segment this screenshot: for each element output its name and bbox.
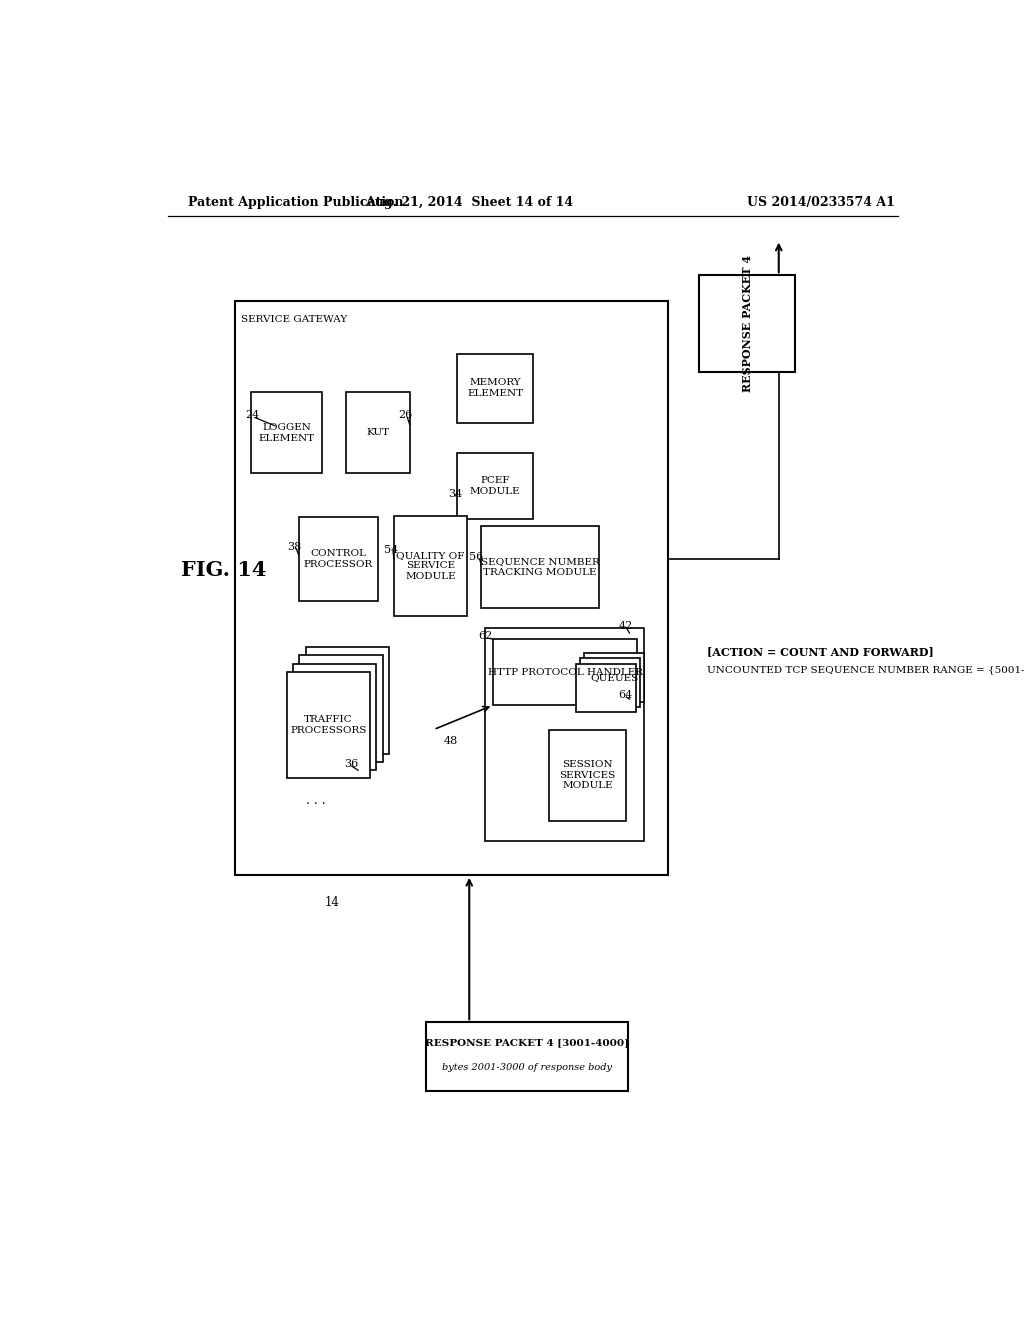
Text: 54: 54 (384, 545, 397, 554)
FancyBboxPatch shape (458, 354, 532, 422)
Text: QUEUES: QUEUES (590, 673, 638, 682)
Text: US 2014/0233574 A1: US 2014/0233574 A1 (748, 195, 895, 209)
Text: [ACTION = COUNT AND FORWARD]: [ACTION = COUNT AND FORWARD] (708, 645, 934, 657)
Text: 14: 14 (325, 896, 340, 909)
FancyBboxPatch shape (494, 639, 638, 705)
Text: 48: 48 (443, 735, 458, 746)
Text: 56: 56 (469, 552, 483, 562)
Text: QUALITY OF
SERVICE
MODULE: QUALITY OF SERVICE MODULE (396, 550, 465, 581)
Text: 64: 64 (618, 690, 633, 700)
FancyBboxPatch shape (699, 276, 795, 372)
Text: 24: 24 (246, 409, 260, 420)
Text: SERVICE GATEWAY: SERVICE GATEWAY (242, 315, 348, 323)
Text: 36: 36 (344, 759, 358, 770)
Text: 34: 34 (447, 488, 462, 499)
Text: 38: 38 (287, 541, 301, 552)
Text: UNCOUNTED TCP SEQUENCE NUMBER RANGE = {5001-11000}: UNCOUNTED TCP SEQUENCE NUMBER RANGE = {5… (708, 665, 1024, 675)
FancyBboxPatch shape (299, 517, 378, 601)
Text: RESPONSE PACKET 4 [3001-4000]: RESPONSE PACKET 4 [3001-4000] (425, 1038, 629, 1047)
FancyBboxPatch shape (236, 301, 668, 875)
Text: TRAFFIC
PROCESSORS: TRAFFIC PROCESSORS (290, 715, 367, 735)
Text: bytes 2001-3000 of response body: bytes 2001-3000 of response body (441, 1063, 611, 1072)
Text: 62: 62 (478, 631, 493, 642)
Text: 42: 42 (618, 620, 633, 631)
Text: SEQUENCE NUMBER
TRACKING MODULE: SEQUENCE NUMBER TRACKING MODULE (480, 557, 599, 577)
Text: . . .: . . . (306, 795, 326, 808)
FancyBboxPatch shape (426, 1022, 628, 1092)
FancyBboxPatch shape (577, 664, 636, 713)
Text: MEMORY
ELEMENT: MEMORY ELEMENT (467, 379, 523, 397)
Text: Aug. 21, 2014  Sheet 14 of 14: Aug. 21, 2014 Sheet 14 of 14 (366, 195, 573, 209)
Text: RESPONSE PACKET 4: RESPONSE PACKET 4 (741, 255, 753, 392)
FancyBboxPatch shape (549, 730, 627, 821)
FancyBboxPatch shape (287, 672, 370, 779)
FancyBboxPatch shape (481, 527, 599, 607)
Text: HTTP PROTOCOL HANDLER: HTTP PROTOCOL HANDLER (487, 668, 643, 677)
Text: FIG. 14: FIG. 14 (181, 560, 266, 579)
Text: LOGGEN
ELEMENT: LOGGEN ELEMENT (259, 424, 314, 442)
FancyBboxPatch shape (346, 392, 410, 474)
FancyBboxPatch shape (299, 656, 383, 762)
FancyBboxPatch shape (293, 664, 377, 771)
Text: KUT: KUT (367, 428, 389, 437)
FancyBboxPatch shape (306, 647, 389, 754)
Text: 26: 26 (397, 409, 412, 420)
FancyBboxPatch shape (394, 516, 467, 615)
Text: Patent Application Publication: Patent Application Publication (187, 195, 403, 209)
Text: PCEF
MODULE: PCEF MODULE (470, 477, 520, 496)
Text: CONTROL
PROCESSOR: CONTROL PROCESSOR (304, 549, 373, 569)
Text: SESSION
SERVICES
MODULE: SESSION SERVICES MODULE (559, 760, 615, 791)
FancyBboxPatch shape (458, 453, 532, 519)
FancyBboxPatch shape (251, 392, 323, 474)
FancyBboxPatch shape (581, 659, 640, 708)
FancyBboxPatch shape (585, 653, 644, 702)
FancyBboxPatch shape (485, 628, 644, 841)
